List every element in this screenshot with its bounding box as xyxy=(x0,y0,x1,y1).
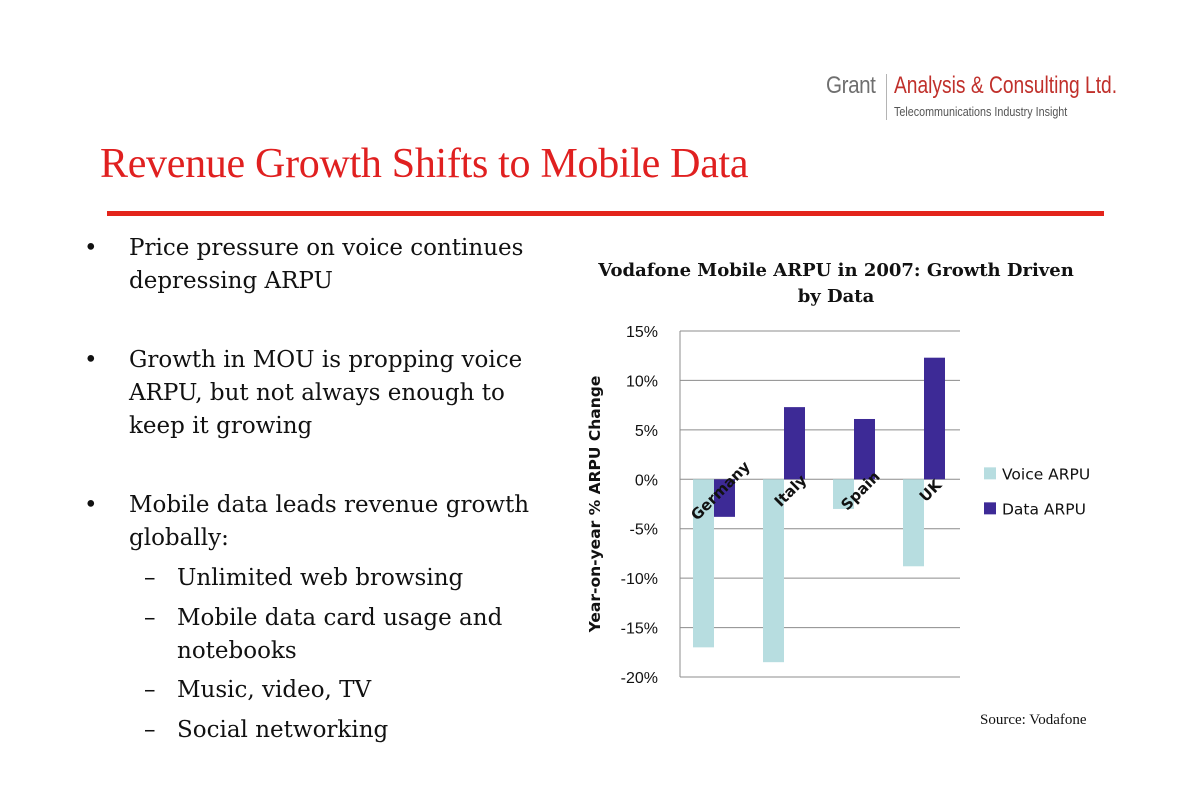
bullet-item: • Mobile data leads revenue growth globa… xyxy=(84,489,554,555)
y-tick-label: 10% xyxy=(626,373,658,390)
data-arpu-bar xyxy=(784,407,805,480)
sub-bullet-item: – Mobile data card usage and notebooks xyxy=(144,602,554,668)
sub-bullet-text: Unlimited web browsing xyxy=(177,565,464,591)
y-tick-label: 15% xyxy=(626,324,658,341)
bullet-item: • Growth in MOU is propping voice ARPU, … xyxy=(84,344,554,443)
data-arpu-bar xyxy=(714,479,735,517)
y-tick-label: -20% xyxy=(621,670,658,687)
sub-bullet-marker: – xyxy=(144,717,156,743)
bullet-text: Growth in MOU is propping voice ARPU, bu… xyxy=(129,347,523,439)
sub-bullet-text: Social networking xyxy=(177,717,389,743)
legend-label: Voice ARPU xyxy=(1002,465,1090,483)
logo-company-text: Analysis & Consulting Ltd. xyxy=(894,72,1118,99)
logo-tagline: Telecommunications Industry Insight xyxy=(894,105,1068,119)
y-axis-label: Year-on-year % ARPU Change xyxy=(586,376,604,634)
bullet-item: • Price pressure on voice continues depr… xyxy=(84,232,554,298)
logo-separator xyxy=(886,74,887,120)
voice-arpu-bar xyxy=(693,479,714,648)
legend-label: Data ARPU xyxy=(1002,500,1086,518)
sub-bullet-item: – Social networking xyxy=(144,714,554,747)
source-note: Source: Vodafone xyxy=(980,712,1087,728)
data-arpu-bar xyxy=(924,357,945,480)
sub-bullet-marker: – xyxy=(144,677,156,703)
bullet-marker: • xyxy=(84,492,98,518)
data-arpu-bar xyxy=(854,418,875,480)
arpu-bar-chart: 15% 10% 5% 0% -5% -10% -15% -20% Year-on-year % … xyxy=(586,324,1090,687)
sub-bullet-text: Music, video, TV xyxy=(177,677,372,703)
sub-bullet-item: – Unlimited web browsing xyxy=(144,562,554,595)
y-tick-label: 0% xyxy=(635,472,658,489)
sub-bullet-marker: – xyxy=(144,565,156,591)
bullet-marker: • xyxy=(84,347,98,373)
company-logo: Grant Analysis & Consulting Ltd. Telecom… xyxy=(826,70,1146,126)
slide-title: Revenue Growth Shifts to Mobile Data xyxy=(100,141,749,187)
sub-bullet-item: – Music, video, TV xyxy=(144,674,554,707)
bullet-marker: • xyxy=(84,235,98,261)
sub-bullet-marker: – xyxy=(144,605,156,631)
bullet-text: Mobile data leads revenue growth globall… xyxy=(129,492,530,551)
voice-arpu-bar xyxy=(833,479,854,509)
y-tick-label: -15% xyxy=(621,621,658,638)
y-tick-label: -10% xyxy=(621,571,658,588)
sub-bullet-text: Mobile data card usage and notebooks xyxy=(177,605,503,664)
y-tick-label: 5% xyxy=(635,423,658,440)
voice-arpu-bar xyxy=(763,479,784,663)
chart-title: Vodafone Mobile ARPU in 2007: Growth Dri… xyxy=(598,260,1074,307)
voice-arpu-bar xyxy=(903,479,924,567)
y-tick-label: -5% xyxy=(630,522,658,539)
bullet-text: Price pressure on voice continues depres… xyxy=(129,235,524,294)
logo-grant-text: Grant xyxy=(826,72,876,99)
legend-swatch xyxy=(984,467,996,480)
title-underline xyxy=(107,211,1104,216)
legend-swatch xyxy=(984,502,996,515)
